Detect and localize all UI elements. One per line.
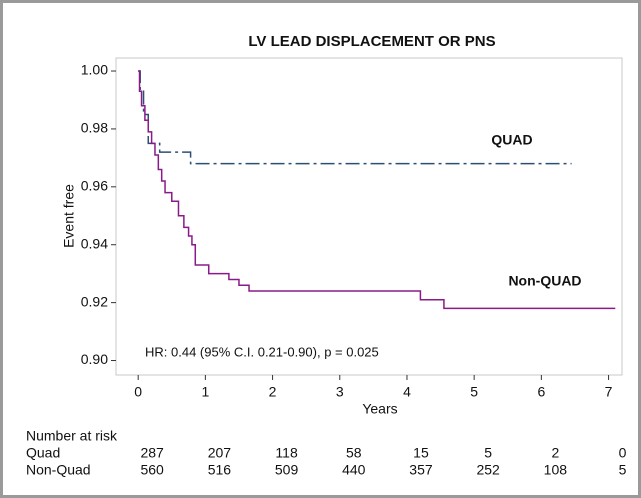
risk-count: 5 <box>484 445 492 461</box>
x-axis-label: Years <box>362 401 397 417</box>
y-tick-label: 0.98 <box>81 120 108 136</box>
x-tick-label: 5 <box>470 384 478 400</box>
risk-count: 5 <box>619 462 627 478</box>
annotation: HR: 0.44 (95% C.I. 0.21-0.90), p = 0.025 <box>145 344 379 359</box>
risk-count: 287 <box>140 445 164 461</box>
risk-count: 516 <box>208 462 232 478</box>
risk-count: 560 <box>140 462 164 478</box>
risk-count: 207 <box>208 445 232 461</box>
risk-count: 509 <box>275 462 299 478</box>
x-tick-label: 3 <box>336 384 344 400</box>
risk-row-label: Quad <box>26 445 60 461</box>
risk-count: 0 <box>619 445 627 461</box>
x-tick-label: 4 <box>403 384 411 400</box>
y-tick-label: 0.90 <box>81 351 108 367</box>
y-axis-label: Event free <box>61 184 77 248</box>
km-curve <box>138 70 616 310</box>
x-tick-label: 7 <box>605 384 613 400</box>
risk-table-title: Number at risk <box>26 428 118 444</box>
x-tick-label: 1 <box>201 384 209 400</box>
risk-row-label: Non-Quad <box>26 462 91 478</box>
chart-title: LV LEAD DISPLACEMENT OR PNS <box>248 33 495 50</box>
risk-count: 252 <box>476 462 500 478</box>
y-tick-label: 1.00 <box>81 62 108 78</box>
x-tick-label: 6 <box>537 384 545 400</box>
y-tick-label: 0.94 <box>81 235 108 251</box>
x-tick-label: 2 <box>269 384 277 400</box>
series-label: QUAD <box>491 132 532 148</box>
risk-count: 118 <box>275 445 298 461</box>
risk-count: 440 <box>342 462 366 478</box>
risk-count: 58 <box>346 445 362 461</box>
risk-count: 15 <box>413 445 429 461</box>
y-tick-label: 0.96 <box>81 178 108 194</box>
plot-area <box>115 57 623 376</box>
x-tick-label: 0 <box>134 384 142 400</box>
y-tick-label: 0.92 <box>81 293 108 309</box>
series-label: Non-QUAD <box>508 273 581 289</box>
risk-count: 108 <box>544 462 568 478</box>
risk-count: 357 <box>409 462 433 478</box>
risk-count: 2 <box>551 445 559 461</box>
